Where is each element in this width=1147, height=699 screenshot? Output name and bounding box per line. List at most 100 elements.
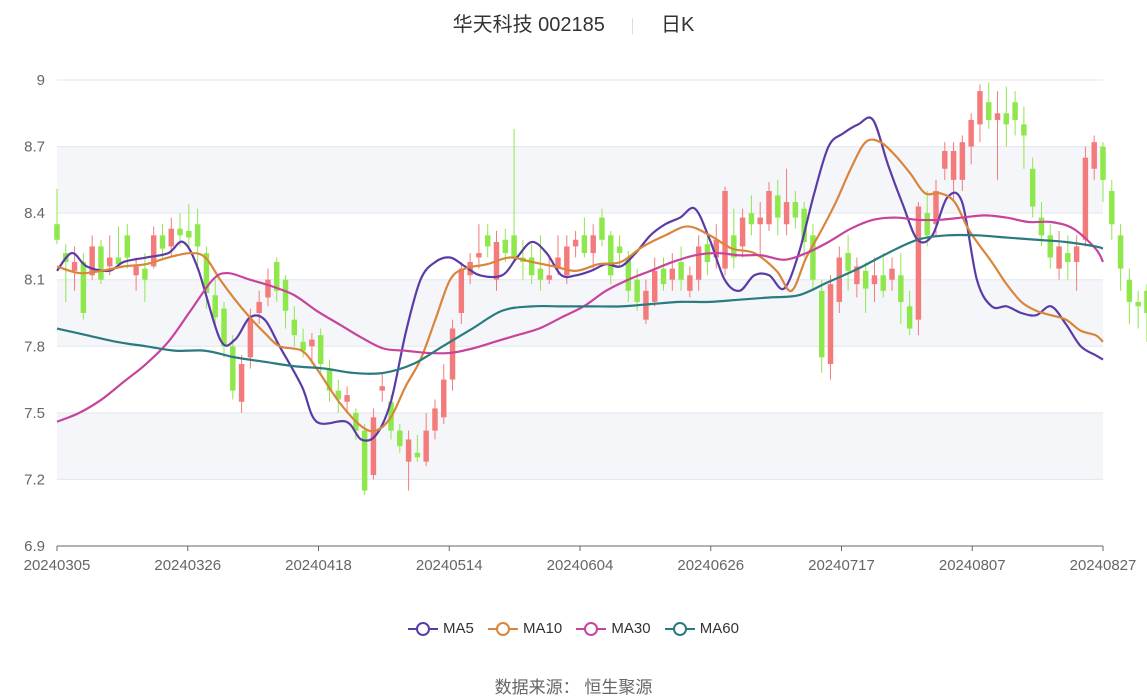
candle-body: [862, 270, 869, 289]
candle-body: [898, 275, 904, 302]
candle-body: [423, 430, 429, 462]
candle-body: [309, 339, 315, 347]
candle-body: [1047, 235, 1053, 258]
candle-body: [924, 213, 930, 236]
legend-item-ma30[interactable]: MA30: [576, 620, 651, 637]
candle-body: [871, 275, 878, 285]
chart-title: 华天科技 002185 日K: [0, 8, 1147, 37]
candle-body: [405, 439, 412, 462]
candle-body: [1126, 279, 1133, 302]
candle-body: [537, 268, 544, 280]
candle-body: [854, 266, 860, 285]
y-tick-label: 8.7: [24, 139, 45, 156]
candle-body: [950, 151, 957, 180]
candle-body: [1117, 235, 1124, 269]
candle-body: [476, 253, 482, 258]
candle-body: [695, 246, 702, 280]
legend-item-ma5[interactable]: MA5: [408, 620, 474, 637]
candle-body: [186, 230, 192, 238]
candle-body: [370, 417, 377, 475]
candle-body: [669, 268, 676, 280]
legend-item-ma10[interactable]: MA10: [488, 620, 562, 637]
y-tick-label: 8.4: [24, 205, 45, 222]
candle-body: [915, 206, 922, 320]
candle-body: [608, 235, 614, 276]
candle-body: [880, 275, 886, 291]
y-tick-label: 7.2: [24, 471, 45, 488]
legend-label: MA10: [523, 620, 563, 637]
candle-body: [977, 91, 983, 125]
candle-body: [274, 261, 280, 291]
candle-body: [713, 239, 719, 258]
candle-body: [827, 284, 834, 365]
candle-body: [933, 190, 939, 225]
candle-body: [326, 368, 333, 391]
candle-body: [678, 261, 684, 280]
candle-body: [1135, 301, 1141, 307]
candle-body: [1029, 168, 1036, 207]
candle-body: [484, 235, 491, 247]
candle-body: [71, 261, 78, 271]
candle-body: [634, 279, 640, 302]
candle-body: [599, 217, 605, 240]
candle-body: [1109, 190, 1115, 225]
candle-body: [1012, 102, 1018, 120]
candle-body: [968, 119, 974, 147]
ma30-legend-icon: [576, 621, 607, 636]
candle-body: [1065, 253, 1071, 262]
candle-body: [344, 395, 350, 402]
data-source: 数据来源： 恒生聚源: [494, 678, 653, 697]
candle-body: [212, 295, 218, 318]
candle-body: [142, 268, 148, 280]
candle-body: [528, 257, 535, 276]
candle-body: [247, 319, 254, 358]
candle-body: [177, 228, 183, 236]
x-tick-label: 20240514: [416, 557, 483, 574]
candle-body: [687, 275, 693, 291]
candle-body: [502, 239, 509, 254]
legend[interactable]: MA5 MA10 MA30 MA60: [0, 620, 1147, 641]
candle-body: [397, 430, 403, 447]
candle-body: [818, 290, 825, 358]
candle-body: [107, 257, 113, 267]
x-tick-label: 20240626: [677, 557, 744, 574]
candle-body: [1091, 142, 1097, 169]
ma60-legend-icon: [664, 621, 695, 636]
candle-body: [942, 151, 948, 169]
candle-body: [1038, 217, 1045, 236]
candle-body: [906, 306, 913, 329]
candle-body: [221, 308, 227, 347]
candle-body: [458, 268, 465, 313]
candle-body: [757, 217, 763, 225]
grid-band: [57, 279, 1103, 347]
x-tick-label: 20240418: [285, 557, 352, 574]
candle-body: [449, 328, 456, 380]
title-separator: [632, 17, 634, 34]
candle-body: [203, 253, 210, 294]
grid-band: [57, 146, 1103, 214]
candle-body: [282, 279, 289, 311]
candle-body: [168, 228, 174, 247]
candle-body: [335, 390, 342, 400]
candle-body: [625, 257, 632, 291]
candle-body: [379, 386, 385, 391]
candle-body: [441, 379, 447, 418]
candle-body: [238, 364, 245, 402]
candle-body: [317, 335, 324, 365]
x-tick-label: 20240305: [24, 557, 91, 574]
candle-body: [414, 452, 421, 458]
candle-body: [511, 235, 517, 258]
candle-body: [98, 246, 104, 280]
candle-body: [1021, 124, 1027, 136]
legend-item-ma60[interactable]: MA60: [664, 620, 739, 637]
y-tick-label: 8.1: [24, 272, 45, 289]
candle-body: [80, 261, 87, 313]
candle-body: [810, 235, 816, 280]
candle-body: [194, 224, 201, 247]
x-tick-label: 20240827: [1070, 557, 1137, 574]
candle-body: [467, 261, 473, 276]
candle-body: [572, 239, 579, 247]
candle-body: [265, 279, 271, 298]
y-tick-label: 7.5: [24, 405, 45, 422]
